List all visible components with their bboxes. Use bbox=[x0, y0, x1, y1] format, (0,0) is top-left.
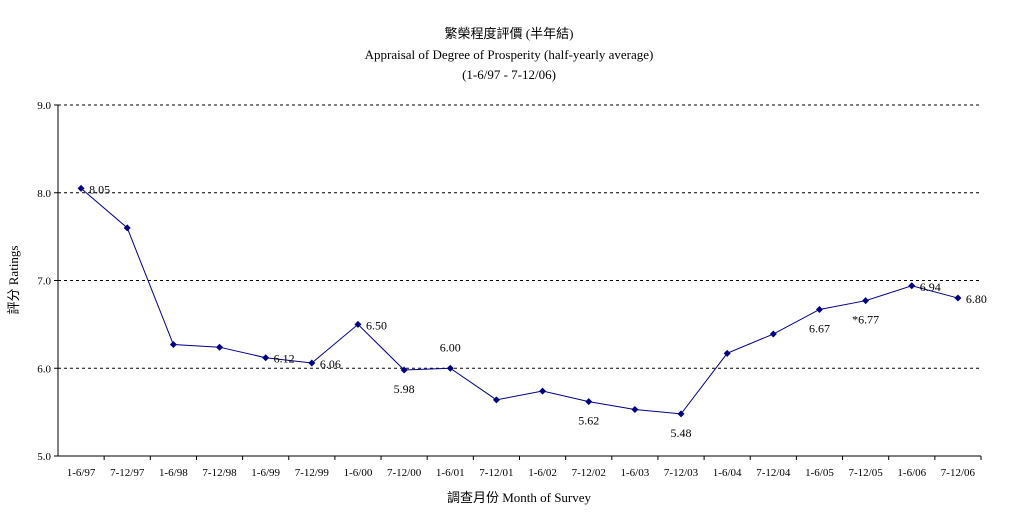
chart-period: (1-6/97 - 7-12/06) bbox=[462, 67, 556, 82]
x-tick-label: 7-12/06 bbox=[941, 467, 976, 479]
x-tick-label: 7-12/99 bbox=[295, 467, 330, 479]
y-tick-label: 6.0 bbox=[37, 363, 51, 375]
x-tick-labels: 1-6/97 7-12/97 1-6/98 7-12/98 1-6/99 7-12/99 1… bbox=[67, 456, 982, 479]
data-label: 8.05 bbox=[89, 182, 110, 196]
x-tick-label: 7-12/02 bbox=[572, 467, 606, 479]
y-tick-label: 7.0 bbox=[37, 276, 51, 288]
data-point bbox=[769, 330, 777, 338]
data-label: 6.80 bbox=[966, 292, 987, 306]
data-point bbox=[815, 305, 823, 313]
data-point bbox=[862, 297, 870, 305]
data-point bbox=[400, 366, 408, 374]
y-tick-label: 9.0 bbox=[37, 100, 51, 112]
data-point bbox=[723, 349, 731, 357]
x-tick-label: 7-12/05 bbox=[849, 467, 884, 479]
gridlines bbox=[58, 104, 981, 369]
data-label: 5.98 bbox=[394, 382, 415, 396]
data-labels: 8.05 6.12 6.06 6.50 5.98 6.00 5.62 5.48 6.67 *6.7… bbox=[89, 182, 987, 440]
chart-subtitle: Appraisal of Degree of Prosperity (half-… bbox=[365, 47, 654, 62]
x-tick-label: 7-12/98 bbox=[202, 467, 237, 479]
series-ratings bbox=[77, 184, 962, 418]
y-tick-label: 8.0 bbox=[37, 188, 51, 200]
data-label: 6.06 bbox=[320, 357, 341, 371]
data-label: 5.48 bbox=[671, 426, 692, 440]
x-tick-label: 1-6/02 bbox=[528, 467, 557, 479]
data-label: 6.00 bbox=[440, 340, 461, 354]
x-tick-label: 1-6/97 bbox=[67, 467, 96, 479]
y-axis-title: 評分 Ratings bbox=[6, 246, 21, 315]
chart-title: 繁榮程度評價 (半年結) bbox=[445, 26, 574, 41]
data-point bbox=[631, 405, 639, 413]
x-tick-label: 1-6/04 bbox=[713, 467, 742, 479]
x-tick-label: 7-12/03 bbox=[664, 467, 699, 479]
x-tick-label: 1-6/00 bbox=[344, 467, 373, 479]
data-point bbox=[585, 398, 593, 406]
data-point bbox=[492, 396, 500, 404]
data-label: 5.62 bbox=[578, 414, 599, 428]
x-tick-label: 1-6/99 bbox=[251, 467, 280, 479]
data-point bbox=[216, 343, 224, 351]
x-tick-label: 7-12/97 bbox=[110, 467, 145, 479]
data-point bbox=[446, 364, 454, 372]
x-tick-label: 7-12/04 bbox=[756, 467, 791, 479]
x-tick-label: 1-6/06 bbox=[897, 467, 926, 479]
x-tick-label: 1-6/98 bbox=[159, 467, 188, 479]
data-label: 6.94 bbox=[920, 280, 941, 294]
data-label: *6.77 bbox=[852, 313, 879, 327]
data-label: 6.12 bbox=[274, 352, 295, 366]
data-point bbox=[169, 341, 177, 349]
data-point bbox=[954, 294, 962, 302]
x-tick-label: 7-12/00 bbox=[387, 467, 422, 479]
series-line bbox=[80, 187, 959, 415]
data-point bbox=[123, 224, 131, 232]
data-point bbox=[262, 354, 270, 362]
data-label: 6.67 bbox=[809, 321, 830, 335]
x-tick-label: 1-6/03 bbox=[621, 467, 650, 479]
y-tick-label: 5.0 bbox=[37, 451, 51, 463]
x-tick-label: 1-6/05 bbox=[805, 467, 834, 479]
data-point bbox=[77, 184, 85, 192]
x-tick-label: 1-6/01 bbox=[436, 467, 465, 479]
x-axis-title: 調查月份 Month of Survey bbox=[447, 490, 592, 505]
y-tick-labels: 5.0 6.0 7.0 8.0 9.0 bbox=[37, 100, 58, 463]
data-point bbox=[354, 320, 362, 328]
data-point bbox=[677, 410, 685, 418]
data-point bbox=[908, 282, 916, 290]
data-point bbox=[308, 359, 316, 367]
data-point bbox=[539, 387, 547, 395]
x-tick-label: 7-12/01 bbox=[479, 467, 513, 479]
data-label: 6.50 bbox=[366, 318, 387, 332]
